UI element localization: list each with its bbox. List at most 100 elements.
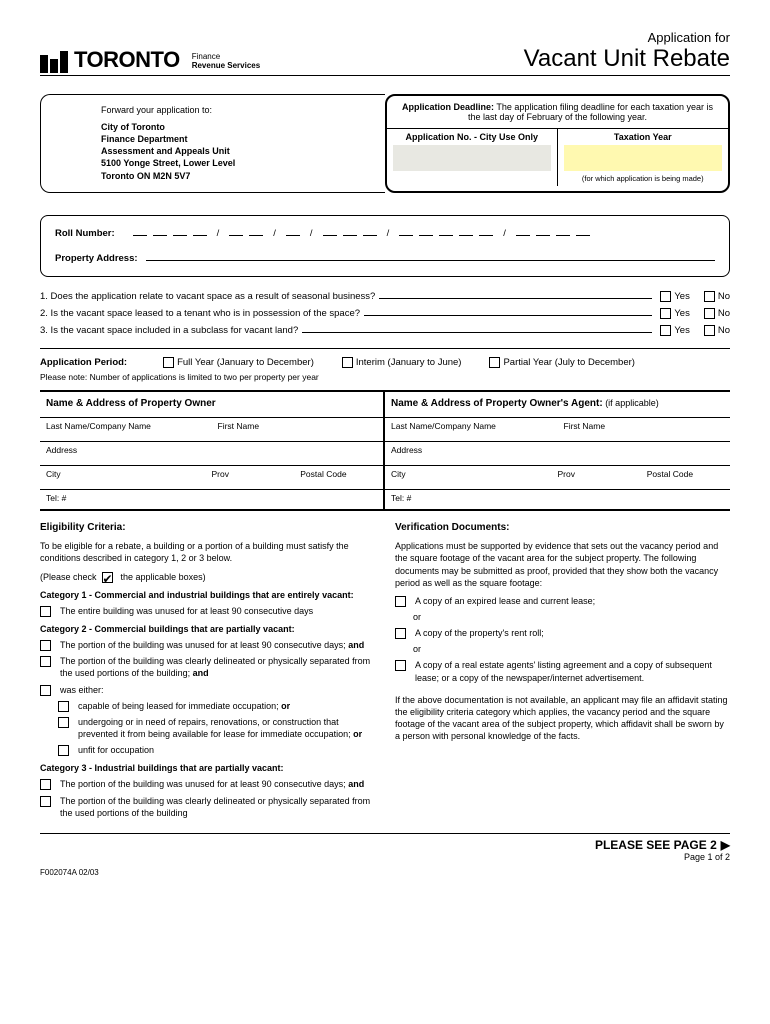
header: TORONTO Finance Revenue Services Applica…	[40, 30, 730, 76]
taxyear-cell: Taxation Year (for which application is …	[558, 129, 729, 186]
q2-text: 2. Is the vacant space leased to a tenan…	[40, 308, 360, 319]
doc2-checkbox[interactable]	[395, 628, 406, 639]
property-label: Property Address:	[55, 253, 138, 264]
q2-yn: Yes No	[660, 308, 730, 319]
owner-city[interactable]: City	[40, 466, 206, 489]
taxyear-field[interactable]	[564, 145, 723, 171]
no-label: No	[718, 308, 730, 319]
check-note: (Please check the applicable boxes)	[40, 571, 375, 583]
question-2: 2. Is the vacant space leased to a tenan…	[40, 308, 730, 319]
agent-h: Name & Address of Property Owner's Agent…	[391, 398, 603, 409]
eligibility-title: Eligibility Criteria:	[40, 521, 375, 535]
owner-lastname[interactable]: Last Name/Company Name	[40, 418, 212, 441]
owner-heading: Name & Address of Property Owner	[40, 392, 383, 418]
top-boxes: Forward your application to: City of Tor…	[40, 94, 730, 193]
cat2-3-text: was either:	[60, 684, 375, 696]
eligibility-col: Eligibility Criteria: To be eligible for…	[40, 521, 375, 823]
addr-line: 5100 Yonge Street, Lower Level	[101, 157, 369, 169]
q2-yes-checkbox[interactable]	[660, 308, 671, 319]
taxyear-label: Taxation Year	[558, 129, 729, 145]
q2-line[interactable]	[364, 315, 652, 316]
cat3-2-checkbox[interactable]	[40, 796, 51, 807]
agent-city[interactable]: City	[385, 466, 552, 489]
full-year-checkbox[interactable]	[163, 357, 174, 368]
doc3-text: A copy of a real estate agents' listing …	[415, 659, 730, 683]
roll-box: Roll Number: / / / / / Property Address:	[40, 215, 730, 277]
cat2-3c-text: unfit for occupation	[78, 744, 375, 756]
page-title: Vacant Unit Rebate	[524, 45, 730, 73]
agent-postal[interactable]: Postal Code	[641, 466, 730, 489]
see-page-2: PLEASE SEE PAGE 2 ▶	[595, 838, 730, 852]
interim-checkbox[interactable]	[342, 357, 353, 368]
cat2-2-checkbox[interactable]	[40, 656, 51, 667]
period-label: Application Period:	[40, 357, 127, 368]
q2-no-checkbox[interactable]	[704, 308, 715, 319]
logo-block: TORONTO Finance Revenue Services	[40, 47, 260, 73]
owner-col: Name & Address of Property Owner Last Na…	[40, 392, 385, 509]
toronto-logo-icon	[40, 51, 68, 73]
agent-sub: (if applicable)	[603, 398, 659, 408]
agent-firstname[interactable]: First Name	[558, 418, 731, 441]
verification-col: Verification Documents: Applications mus…	[395, 521, 730, 823]
addr-line: Toronto ON M2N 5V7	[101, 170, 369, 182]
verification-footer: If the above documentation is not availa…	[395, 694, 730, 743]
cat2-3b-checkbox[interactable]	[58, 717, 69, 728]
cat3-1-checkbox[interactable]	[40, 779, 51, 790]
addr-line: City of Toronto	[101, 121, 369, 133]
cat1-1-checkbox[interactable]	[40, 606, 51, 617]
roll-slots[interactable]: / / / / /	[133, 228, 590, 239]
forward-address: City of Toronto Finance Department Asses…	[101, 121, 369, 182]
or-2: or	[413, 643, 730, 655]
property-field[interactable]	[146, 260, 715, 261]
owner-firstname[interactable]: First Name	[212, 418, 384, 441]
doc1-checkbox[interactable]	[395, 596, 406, 607]
agent-address[interactable]: Address	[385, 442, 730, 465]
forward-box: Forward your application to: City of Tor…	[40, 94, 385, 193]
cat2-1-checkbox[interactable]	[40, 640, 51, 651]
form-id: F002074A 02/03	[40, 868, 730, 877]
agent-tel[interactable]: Tel: #	[385, 490, 730, 509]
no-label: No	[718, 325, 730, 336]
interim-label: Interim (January to June)	[356, 357, 462, 368]
q1-no-checkbox[interactable]	[704, 291, 715, 302]
appno-cell: Application No. - City Use Only	[387, 129, 558, 186]
q1-line[interactable]	[379, 298, 652, 299]
agent-prov[interactable]: Prov	[552, 466, 641, 489]
q3-yes-checkbox[interactable]	[660, 325, 671, 336]
doc2-text: A copy of the property's rent roll;	[415, 627, 730, 639]
owner-grid: Name & Address of Property Owner Last Na…	[40, 390, 730, 511]
owner-postal[interactable]: Postal Code	[294, 466, 383, 489]
doc3-checkbox[interactable]	[395, 660, 406, 671]
cat2-3a-checkbox[interactable]	[58, 701, 69, 712]
cat2-1-text: The portion of the building was unused f…	[60, 639, 375, 651]
cat2-3-checkbox[interactable]	[40, 685, 51, 696]
agent-col: Name & Address of Property Owner's Agent…	[385, 392, 730, 509]
yes-label: Yes	[674, 308, 690, 319]
partial-label: Partial Year (July to December)	[503, 357, 634, 368]
q1-yes-checkbox[interactable]	[660, 291, 671, 302]
deadline-grid: Application No. - City Use Only Taxation…	[387, 129, 728, 186]
full-year-label: Full Year (January to December)	[177, 357, 314, 368]
owner-tel[interactable]: Tel: #	[40, 490, 383, 509]
verification-title: Verification Documents:	[395, 521, 730, 535]
cat3-title: Category 3 - Industrial buildings that a…	[40, 762, 375, 774]
cat2-3c-checkbox[interactable]	[58, 745, 69, 756]
partial-checkbox[interactable]	[489, 357, 500, 368]
owner-prov[interactable]: Prov	[206, 466, 295, 489]
q3-yn: Yes No	[660, 325, 730, 336]
q3-line[interactable]	[302, 332, 652, 333]
agent-heading: Name & Address of Property Owner's Agent…	[385, 392, 730, 418]
appno-foot	[387, 173, 557, 186]
period-note: Please note: Number of applications is l…	[40, 372, 730, 382]
see-page-text: PLEASE SEE PAGE 2	[595, 838, 717, 852]
addr-line: Finance Department	[101, 133, 369, 145]
logo-subtitle: Finance Revenue Services	[192, 53, 261, 73]
q3-text: 3. Is the vacant space included in a sub…	[40, 325, 298, 336]
deadline-box: Application Deadline: The application fi…	[385, 94, 730, 193]
q3-no-checkbox[interactable]	[704, 325, 715, 336]
arrow-right-icon: ▶	[721, 838, 730, 852]
agent-lastname[interactable]: Last Name/Company Name	[385, 418, 558, 441]
questions: 1. Does the application relate to vacant…	[40, 291, 730, 336]
appno-field[interactable]	[393, 145, 551, 171]
owner-address[interactable]: Address	[40, 442, 383, 465]
